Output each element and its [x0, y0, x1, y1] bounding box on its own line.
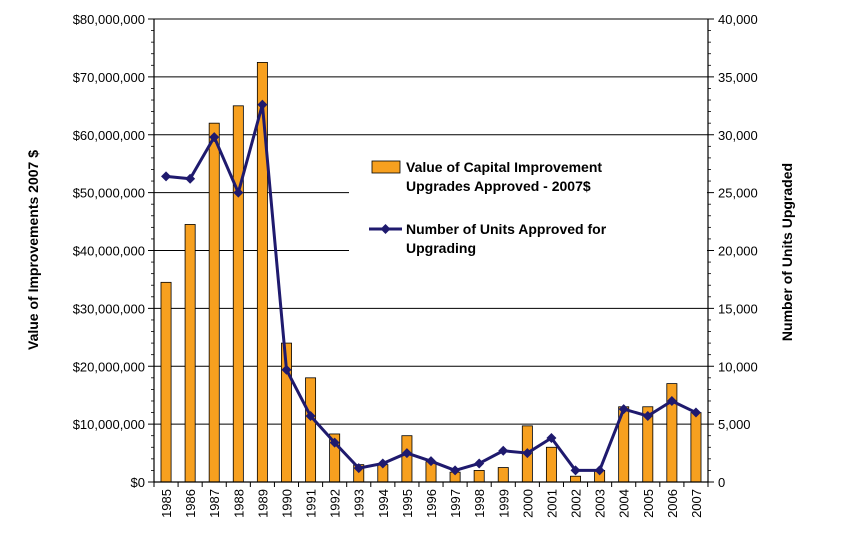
x-tick-label-1987: 1987 — [207, 489, 222, 518]
legend-swatch-marker — [380, 224, 391, 234]
right-tick-label: 10,000 — [718, 359, 758, 374]
right-tick-label: 20,000 — [718, 244, 758, 259]
x-tick-label-1995: 1995 — [400, 489, 415, 518]
line-point-2002 — [570, 465, 581, 476]
x-tick-label-2007: 2007 — [689, 489, 704, 518]
line-point-2005 — [642, 411, 653, 422]
right-axis-title: Number of Units Upgraded — [779, 163, 795, 341]
line-point-2007 — [690, 407, 701, 418]
line-point-2004 — [618, 404, 629, 415]
x-tick-label-2002: 2002 — [569, 489, 584, 518]
line-point-2001 — [546, 433, 557, 444]
right-tick-label: 5,000 — [718, 417, 751, 432]
gridlines — [154, 18, 708, 425]
bar-1995 — [401, 435, 413, 483]
x-tick-label-1999: 1999 — [496, 489, 511, 518]
right-tick-label: 30,000 — [718, 128, 758, 143]
bar-1987 — [208, 122, 220, 483]
left-tick-label: $30,000,000 — [73, 301, 145, 316]
bar-1986 — [184, 224, 196, 483]
legend-label-bar-line-2: Upgrades Approved - 2007$ — [406, 178, 591, 194]
legend-swatch-bar — [371, 160, 401, 174]
x-tick-label-1985: 1985 — [159, 489, 174, 518]
line-point-1998 — [474, 458, 485, 469]
left-tick-label: $70,000,000 — [73, 70, 145, 85]
line-point-1999 — [498, 445, 509, 456]
line-point-1994 — [377, 458, 388, 469]
right-tick-label: 15,000 — [718, 301, 758, 316]
x-tick-label-2001: 2001 — [544, 489, 559, 518]
bar-2001 — [545, 446, 557, 483]
bar-1988 — [232, 105, 244, 483]
legend-label-bar-line-1: Value of Capital Improvement — [406, 159, 602, 175]
line-point-1985 — [161, 171, 172, 182]
bar-1991 — [305, 377, 317, 483]
x-axis-ticks: 1985 1986 1987 1988 1989 1990 1991 1992 1993 1994… — [153, 482, 709, 518]
x-tick-label-1989: 1989 — [255, 489, 270, 518]
x-tick-label-1992: 1992 — [328, 489, 343, 518]
legend: Value of Capital Improvement Upgrades Ap… — [349, 150, 707, 274]
x-tick-label-1996: 1996 — [424, 489, 439, 518]
legend-box — [349, 150, 707, 274]
line-point-1991 — [305, 411, 316, 422]
x-tick-label-1988: 1988 — [231, 489, 246, 518]
left-axis-ticks: $0 $10,000,000 $20,000,000 $30,000,000 $40,0… — [73, 12, 154, 490]
x-tick-label-1998: 1998 — [472, 489, 487, 518]
left-tick-label: $20,000,000 — [73, 359, 145, 374]
legend-label-line-line-1: Number of Units Approved for — [406, 221, 607, 237]
x-tick-label-1993: 1993 — [352, 489, 367, 518]
x-tick-label-1991: 1991 — [304, 489, 319, 518]
left-axis-title: Value of Improvements 2007 $ — [25, 150, 41, 350]
x-tick-label-1990: 1990 — [279, 489, 294, 518]
bar-2002 — [570, 475, 581, 483]
line-point-1989 — [257, 99, 268, 110]
left-tick-label: $80,000,000 — [73, 12, 145, 27]
right-axis-ticks: 0 5,000 10,000 15,000 20,000 25,000 30,000 35,0… — [708, 12, 758, 490]
line-point-1995 — [401, 448, 412, 459]
x-tick-label-2003: 2003 — [593, 489, 608, 518]
x-tick-label-1994: 1994 — [376, 489, 391, 518]
right-tick-label: 25,000 — [718, 186, 758, 201]
line-point-2003 — [594, 465, 605, 476]
bar-2007 — [690, 412, 702, 483]
right-tick-label: 0 — [718, 475, 725, 490]
bar-1985 — [160, 281, 172, 483]
line-point-2000 — [522, 448, 533, 459]
right-tick-label: 40,000 — [718, 12, 758, 27]
legend-label-line-line-2: Upgrading — [406, 240, 476, 256]
line-point-1990 — [281, 364, 292, 375]
x-tick-label-2000: 2000 — [520, 489, 535, 518]
left-tick-label: $50,000,000 — [73, 186, 145, 201]
left-tick-label: $60,000,000 — [73, 128, 145, 143]
line-point-1992 — [329, 437, 340, 448]
line-point-1997 — [450, 465, 461, 476]
left-tick-label: $40,000,000 — [73, 244, 145, 259]
line-point-1987 — [209, 132, 220, 143]
line-point-1988 — [233, 187, 244, 198]
bar-1989 — [256, 62, 268, 483]
x-tick-label-1986: 1986 — [183, 489, 198, 518]
x-tick-label-2005: 2005 — [641, 489, 656, 518]
x-tick-label-1997: 1997 — [448, 489, 463, 518]
line-point-1993 — [353, 463, 364, 474]
line-point-2006 — [666, 395, 677, 406]
left-tick-label: $0 — [131, 475, 145, 490]
x-tick-label-2006: 2006 — [665, 489, 680, 518]
left-tick-label: $10,000,000 — [73, 417, 145, 432]
bar-1999 — [497, 467, 509, 483]
bar-1998 — [473, 470, 485, 483]
x-tick-label-2004: 2004 — [617, 489, 632, 518]
line-point-1986 — [185, 173, 196, 184]
right-tick-label: 35,000 — [718, 70, 758, 85]
line-series — [161, 99, 701, 476]
line-point-1996 — [426, 456, 436, 467]
